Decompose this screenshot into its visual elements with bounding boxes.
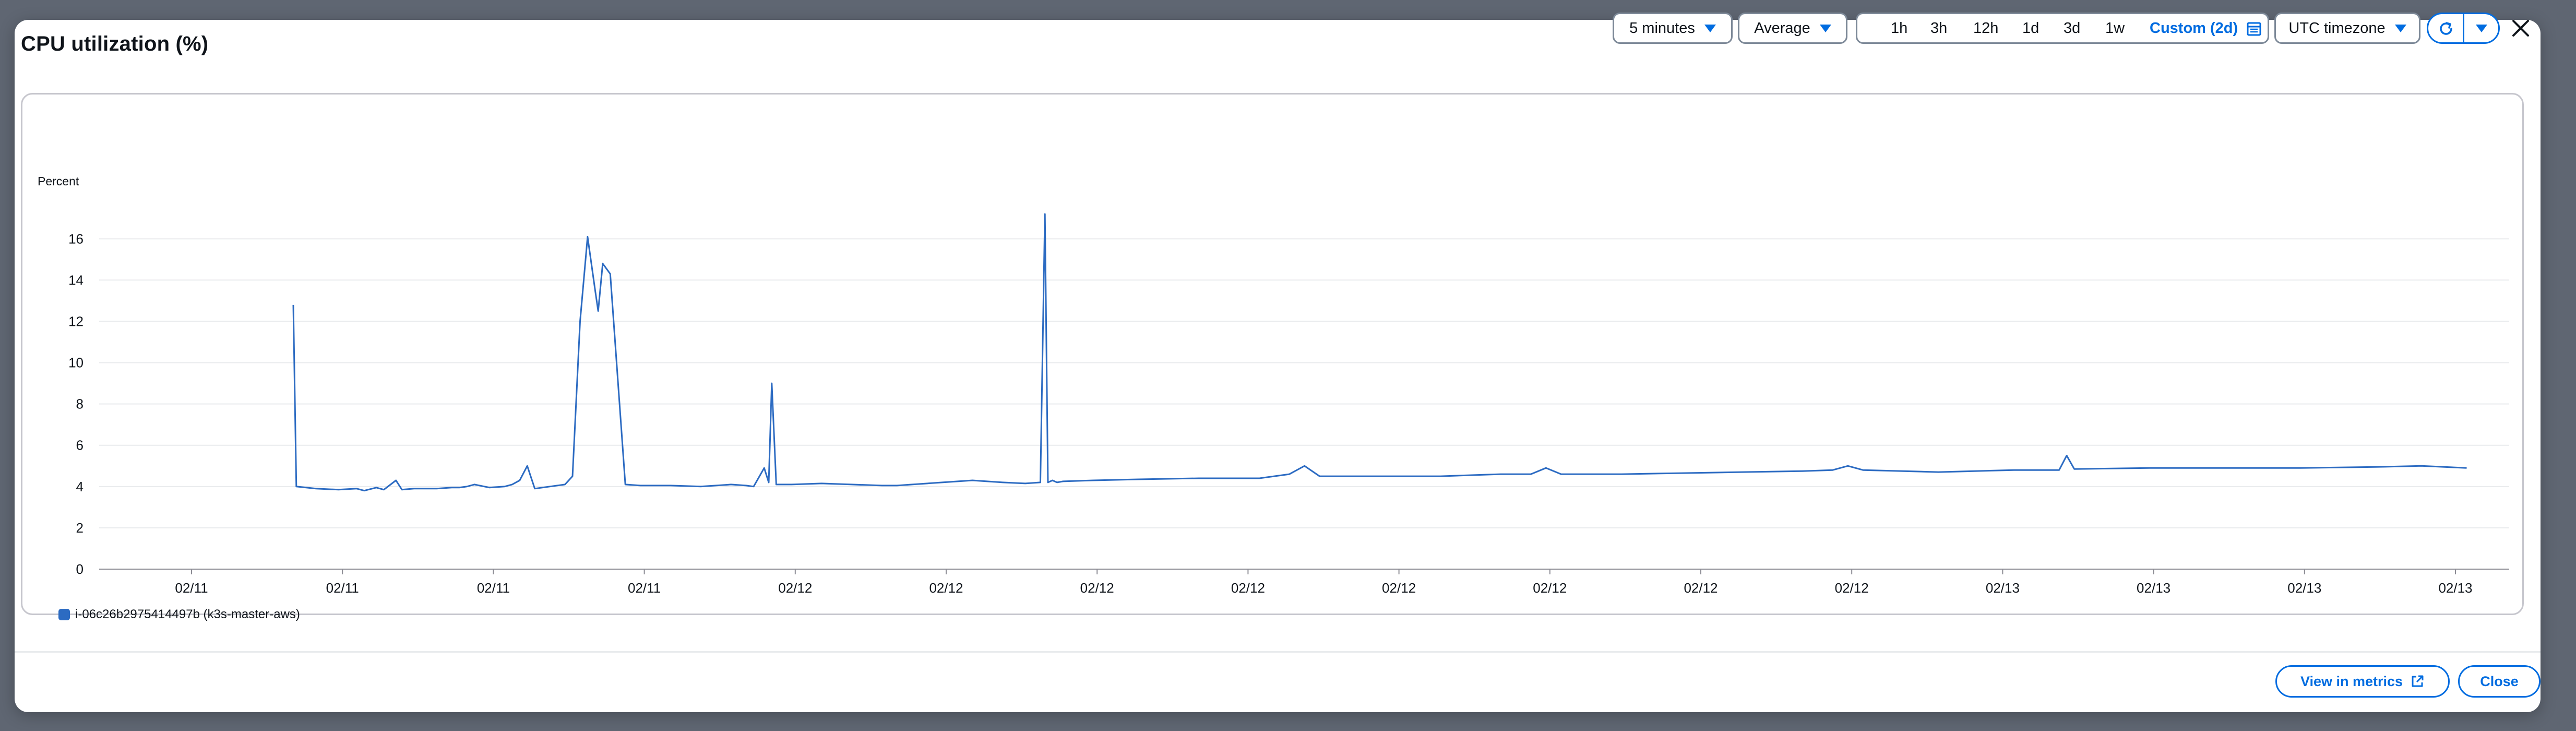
refresh-button-group: [2427, 13, 2500, 44]
x-tick-label: 02/13: [2137, 580, 2170, 596]
footer-divider: [15, 651, 2541, 653]
refresh-divider: [2463, 14, 2464, 42]
time-range-1h[interactable]: 1h: [1891, 20, 1908, 37]
x-tick-label: 02/11: [628, 580, 661, 596]
time-range-1d[interactable]: 1d: [2022, 20, 2040, 37]
y-tick-label: 0: [76, 561, 84, 577]
refresh-icon: [2440, 22, 2452, 35]
caret-down-icon: [1819, 24, 1831, 32]
y-tick-label: 2: [76, 520, 84, 536]
external-link-icon: [2412, 675, 2424, 687]
y-tick-label: 4: [76, 479, 84, 494]
refresh-button[interactable]: [2428, 14, 2463, 42]
x-tick-label: 02/11: [477, 580, 510, 596]
refresh-interval-dropdown[interactable]: [2464, 14, 2498, 42]
view-in-metrics-label: View in metrics: [2300, 673, 2403, 689]
y-tick-label: 16: [68, 231, 84, 246]
timezone-select-value: UTC timezone: [2288, 19, 2386, 37]
time-range-selector: 1h 3h 12h 1d 3d 1w Custom (2d): [1856, 13, 2269, 44]
time-range-custom[interactable]: Custom (2d): [2150, 20, 2238, 37]
legend-swatch: [58, 609, 70, 620]
x-tick-label: 02/12: [1533, 580, 1567, 596]
x-tick-label: 02/11: [326, 580, 359, 596]
y-tick-label: 8: [76, 396, 84, 412]
x-tick-label: 02/12: [1382, 580, 1416, 596]
x-tick-label: 02/12: [778, 580, 812, 596]
view-in-metrics-button[interactable]: View in metrics: [2275, 665, 2450, 698]
x-tick-label: 02/12: [929, 580, 963, 596]
time-range-12h[interactable]: 12h: [1973, 20, 1999, 37]
y-tick-label: 6: [76, 438, 84, 453]
x-tick-label: 02/13: [2438, 580, 2472, 596]
y-axis-label: Percent: [38, 174, 79, 188]
x-tick-label: 02/12: [1231, 580, 1265, 596]
calendar-icon[interactable]: [2246, 20, 2262, 37]
close-button[interactable]: Close: [2458, 665, 2541, 698]
x-tick-label: 02/13: [2287, 580, 2321, 596]
statistic-select-value: Average: [1754, 19, 1810, 37]
timezone-select[interactable]: UTC timezone: [2274, 13, 2420, 44]
chart-legend: i-06c26b2975414497b (k3s-master-aws): [58, 607, 300, 622]
close-icon[interactable]: [2508, 16, 2533, 41]
y-tick-label: 10: [68, 355, 84, 371]
y-tick-label: 12: [68, 313, 84, 329]
modal-title: CPU utilization (%): [21, 32, 209, 55]
caret-down-icon: [1704, 24, 1716, 32]
legend-label: i-06c26b2975414497b (k3s-master-aws): [75, 607, 300, 621]
x-tick-label: 02/12: [1080, 580, 1114, 596]
x-tick-label: 02/12: [1684, 580, 1718, 596]
period-select[interactable]: 5 minutes: [1613, 13, 1733, 44]
close-button-label: Close: [2480, 673, 2519, 689]
series-line-k3s-master-aws: [292, 213, 2467, 492]
caret-down-icon: [2394, 24, 2406, 32]
caret-down-icon: [2475, 24, 2487, 32]
x-tick-label: 02/12: [1835, 580, 1869, 596]
time-range-3d[interactable]: 3d: [2064, 20, 2081, 37]
y-tick-label: 14: [68, 272, 84, 288]
time-range-3h[interactable]: 3h: [1930, 20, 1948, 37]
period-select-value: 5 minutes: [1629, 19, 1695, 37]
time-range-1w[interactable]: 1w: [2105, 20, 2125, 37]
statistic-select[interactable]: Average: [1738, 13, 1847, 44]
x-tick-label: 02/13: [1986, 580, 2020, 596]
x-tick-label: 02/11: [175, 580, 208, 596]
